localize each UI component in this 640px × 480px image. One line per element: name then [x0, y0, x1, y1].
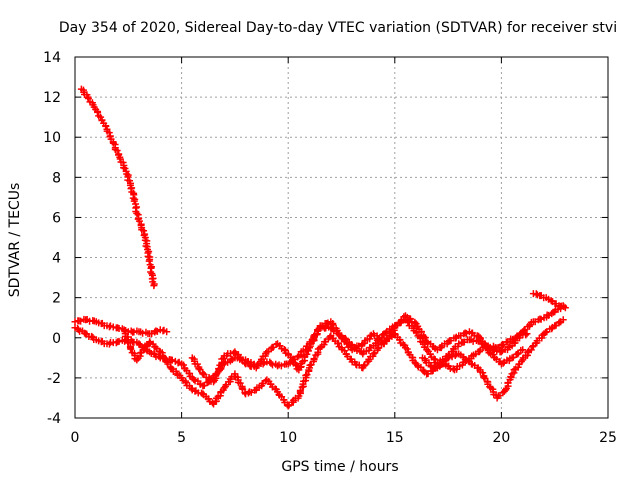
trace-marker	[280, 346, 288, 354]
y-tick-label: 4	[52, 251, 61, 267]
y-tick-label: -2	[47, 371, 61, 387]
data-point	[133, 209, 141, 217]
data-point	[163, 328, 171, 336]
y-tick-label: 8	[52, 170, 61, 186]
trace-marker	[145, 257, 153, 265]
y-tick-label: 10	[43, 130, 61, 146]
trace-marker	[480, 373, 488, 381]
trace-marker	[105, 129, 113, 137]
x-tick-labels: 0 5 10 15 20 25	[71, 430, 617, 446]
series-track-a-high	[77, 85, 158, 290]
y-axis-label: SDTVAR / TECUs	[7, 183, 23, 298]
data-point	[461, 358, 469, 366]
trace-marker	[84, 94, 92, 102]
series-track-f	[529, 290, 569, 312]
data-point	[559, 316, 567, 324]
data-markers	[71, 85, 569, 410]
trace-marker	[267, 359, 275, 367]
x-tick-label: 25	[599, 430, 617, 446]
trace-marker	[190, 376, 198, 384]
y-tick-labels: -4 -2 0 2 4 6 8 10 12 14	[43, 50, 61, 427]
data-point	[150, 282, 158, 290]
axis-ticks	[74, 56, 609, 419]
trace-marker	[241, 359, 249, 367]
trace-marker	[303, 350, 311, 358]
trace-marker	[127, 345, 135, 353]
x-tick-label: 20	[492, 430, 510, 446]
series-track-g	[419, 330, 531, 374]
y-tick-label: 12	[43, 90, 61, 106]
data-point	[114, 324, 122, 332]
trace-marker	[313, 326, 321, 334]
y-tick-label: 6	[52, 210, 61, 226]
data-point	[338, 334, 345, 342]
trace-marker	[292, 361, 300, 369]
trace-marker	[302, 372, 310, 380]
data-point	[369, 350, 377, 358]
data-point	[523, 330, 531, 338]
trace-marker	[411, 318, 419, 326]
trace-marker	[479, 369, 487, 377]
trace-marker	[329, 321, 337, 329]
trace-marker	[180, 361, 188, 369]
trace-marker	[403, 345, 411, 353]
trace-marker	[527, 346, 535, 354]
trace-marker	[94, 108, 102, 116]
trace-marker	[547, 297, 555, 305]
data-point	[561, 304, 569, 312]
y-tick-label: 14	[43, 50, 61, 66]
data-point	[284, 402, 292, 410]
data-point	[167, 364, 175, 372]
trace-marker	[127, 185, 135, 193]
data-point	[423, 338, 431, 346]
plot-frame	[74, 56, 609, 419]
trace-marker	[195, 365, 203, 373]
trace-marker	[344, 340, 352, 348]
trace-marker	[360, 362, 368, 370]
data-point	[497, 348, 505, 356]
y-tick-label: -4	[47, 411, 61, 427]
grid-lines	[75, 57, 608, 418]
trace-marker	[419, 367, 427, 375]
x-tick-label: 0	[71, 430, 80, 446]
x-tick-label: 5	[177, 430, 186, 446]
y-tick-label: 2	[52, 291, 61, 307]
trace-marker	[120, 164, 128, 172]
y-tick-label: 0	[52, 331, 61, 347]
series-track-e	[188, 312, 527, 386]
trace-marker	[448, 353, 456, 361]
data-point	[120, 326, 128, 334]
trace-marker	[253, 362, 261, 370]
trace-marker	[205, 374, 213, 382]
data-point	[519, 346, 527, 354]
trace-marker	[124, 338, 132, 346]
chart-title: Day 354 of 2020, Sidereal Day-to-day VTE…	[59, 20, 617, 36]
x-tick-label: 10	[279, 430, 297, 446]
x-axis-label: GPS time / hours	[281, 459, 398, 475]
trace-marker	[499, 359, 507, 367]
data-point	[502, 386, 510, 394]
trace-marker	[522, 331, 530, 339]
trace-marker	[215, 365, 223, 373]
data-point	[429, 364, 437, 372]
trace-marker	[524, 348, 532, 356]
x-tick-label: 15	[386, 430, 404, 446]
data-point	[514, 332, 522, 340]
